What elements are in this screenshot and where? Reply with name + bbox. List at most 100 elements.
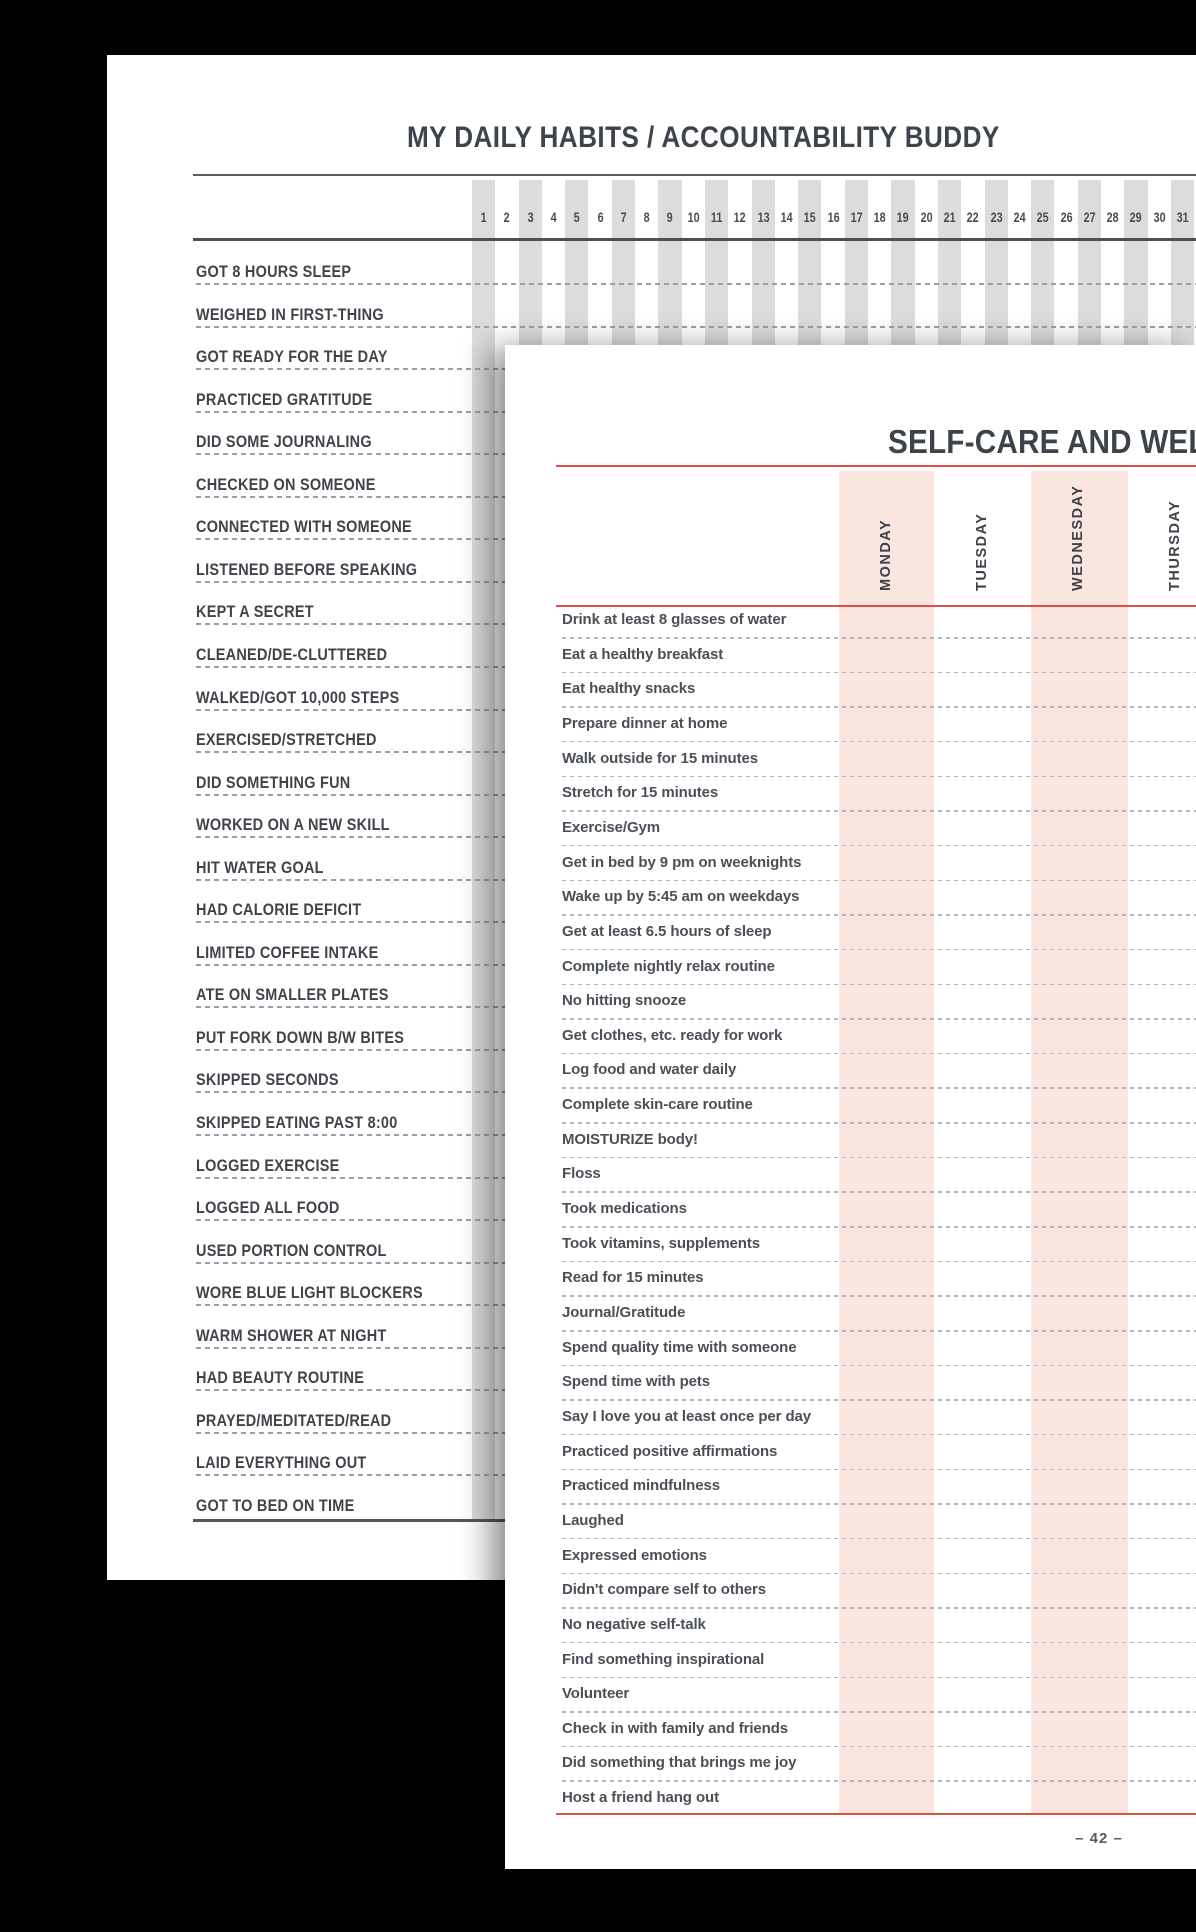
habit-row-label: LIMITED COFFEE INTAKE bbox=[196, 942, 379, 962]
row-separator bbox=[562, 1780, 1196, 1782]
day-number: 9 bbox=[667, 210, 674, 225]
day-number: 29 bbox=[1130, 210, 1143, 225]
day-number: 27 bbox=[1083, 210, 1096, 225]
header-rule-bottom bbox=[556, 605, 1196, 607]
selfcare-row-label: Didn't compare self to others bbox=[562, 1581, 767, 1599]
habit-row-label: HAD CALORIE DEFICIT bbox=[196, 900, 362, 920]
habit-row-label: PRAYED/MEDITATED/READ bbox=[196, 1410, 392, 1430]
habit-row-label: GOT TO BED ON TIME bbox=[196, 1495, 355, 1515]
row-separator bbox=[562, 810, 1196, 812]
row-separator bbox=[562, 1260, 1196, 1263]
selfcare-row-label: Spend time with pets bbox=[562, 1373, 711, 1391]
row-separator bbox=[562, 1503, 1196, 1505]
day-number: 24 bbox=[1013, 210, 1026, 225]
row-separator bbox=[562, 1226, 1196, 1228]
day-number: 25 bbox=[1036, 210, 1049, 225]
selfcare-row-label: MOISTURIZE body! bbox=[562, 1130, 698, 1148]
row-separator bbox=[562, 1537, 1196, 1540]
row-separator bbox=[562, 1295, 1196, 1297]
habit-row-label: WORE BLUE LIGHT BLOCKERS bbox=[196, 1283, 423, 1303]
selfcare-row-label: Expressed emotions bbox=[562, 1546, 707, 1564]
row-separator bbox=[562, 1572, 1196, 1575]
row-separator bbox=[562, 1433, 1196, 1436]
habit-row-label: HAD BEAUTY ROUTINE bbox=[196, 1368, 365, 1388]
selfcare-row-label: Get at least 6.5 hours of sleep bbox=[562, 922, 772, 940]
header-rule-top bbox=[556, 465, 1196, 467]
row-separator bbox=[562, 983, 1196, 985]
row-separator bbox=[196, 325, 1196, 328]
wednesday-column-stripe bbox=[1031, 471, 1128, 1813]
day-number: 11 bbox=[710, 210, 723, 225]
row-separator bbox=[562, 1122, 1196, 1124]
habit-row-label: CLEANED/DE-CLUTTERED bbox=[196, 644, 388, 664]
page2-title: SELF-CARE AND WELL bbox=[888, 423, 1196, 460]
selfcare-row-label: Complete skin-care routine bbox=[562, 1096, 753, 1114]
habit-row-label: LOGGED ALL FOOD bbox=[196, 1198, 340, 1218]
header-underline bbox=[193, 238, 1196, 241]
row-separator bbox=[562, 879, 1196, 882]
day-number: 16 bbox=[827, 210, 840, 225]
habit-row-label: SKIPPED SECONDS bbox=[196, 1070, 339, 1090]
self-care-page: SELF-CARE AND WELL MONDAY TUESDAY WEDNESDA… bbox=[505, 345, 1196, 1869]
row-separator bbox=[562, 948, 1196, 951]
selfcare-row-label: Prepare dinner at home bbox=[562, 714, 728, 732]
row-separator bbox=[562, 1087, 1196, 1089]
selfcare-row-label: Eat a healthy breakfast bbox=[562, 645, 724, 663]
selfcare-row-label: Walk outside for 15 minutes bbox=[562, 749, 758, 767]
row-separator bbox=[562, 1711, 1196, 1713]
row-separator bbox=[562, 1191, 1196, 1193]
habit-row-label: PRACTICED GRATITUDE bbox=[196, 389, 373, 409]
row-separator bbox=[562, 914, 1196, 916]
selfcare-row-label: Floss bbox=[562, 1165, 601, 1183]
selfcare-row-label: Say I love you at least once per day bbox=[562, 1407, 812, 1425]
day-number: 19 bbox=[897, 210, 910, 225]
habit-row-label: LAID EVERYTHING OUT bbox=[196, 1453, 367, 1473]
monday-column-stripe bbox=[839, 471, 934, 1813]
habit-row-label: GOT 8 HOURS SLEEP bbox=[196, 262, 352, 281]
day-number: 21 bbox=[943, 210, 956, 225]
row-separator bbox=[562, 1018, 1196, 1020]
day-number: 1 bbox=[480, 210, 487, 225]
habit-row-label: EXERCISED/STRETCHED bbox=[196, 730, 377, 750]
row-separator bbox=[562, 1641, 1196, 1644]
habit-row-label: LOGGED EXERCISE bbox=[196, 1155, 340, 1175]
row-separator bbox=[562, 740, 1196, 743]
selfcare-row-label: Took medications bbox=[562, 1200, 687, 1218]
day-number: 17 bbox=[850, 210, 863, 225]
day-number: 7 bbox=[620, 210, 627, 225]
habit-row-label: KEPT A SECRET bbox=[196, 602, 314, 622]
selfcare-row-label: Eat healthy snacks bbox=[562, 680, 696, 698]
habit-row-label: HIT WATER GOAL bbox=[196, 857, 324, 877]
row-separator bbox=[562, 1399, 1196, 1401]
selfcare-row-label: Host a friend hang out bbox=[562, 1789, 719, 1807]
row-separator bbox=[562, 671, 1196, 674]
day-number: 20 bbox=[920, 210, 933, 225]
selfcare-row-label: Volunteer bbox=[562, 1685, 630, 1703]
row-separator bbox=[562, 1745, 1196, 1748]
row-separator bbox=[196, 283, 1196, 285]
selfcare-row-label: Get clothes, etc. ready for work bbox=[562, 1026, 783, 1044]
day-number: 18 bbox=[873, 210, 886, 225]
title-underline bbox=[193, 174, 1196, 176]
day-number: 15 bbox=[803, 210, 816, 225]
habit-row-label: GOT READY FOR THE DAY bbox=[196, 347, 388, 367]
row-separator bbox=[562, 1156, 1196, 1159]
habit-row-label: SKIPPED EATING PAST 8:00 bbox=[196, 1113, 398, 1132]
habit-row-label: DID SOME JOURNALING bbox=[196, 432, 372, 452]
selfcare-row-label: Practiced mindfulness bbox=[562, 1477, 720, 1495]
day-number: 10 bbox=[687, 210, 700, 225]
selfcare-row-label: Wake up by 5:45 am on weekdays bbox=[562, 888, 800, 906]
selfcare-row-label: No negative self-talk bbox=[562, 1615, 706, 1633]
habit-row-label: ATE ON SMALLER PLATES bbox=[196, 985, 389, 1005]
habit-row-label: PUT FORK DOWN B/W BITES bbox=[196, 1027, 405, 1047]
row-separator bbox=[562, 1052, 1196, 1055]
day-number: 31 bbox=[1176, 210, 1189, 225]
selfcare-row-label: Find something inspirational bbox=[562, 1650, 765, 1668]
row-separator bbox=[562, 1676, 1196, 1678]
habit-row-label: CONNECTED WITH SOMEONE bbox=[196, 517, 412, 537]
habit-row-label: WORKED ON A NEW SKILL bbox=[196, 815, 390, 835]
selfcare-row-label: Drink at least 8 glasses of water bbox=[562, 611, 787, 628]
row-separator bbox=[562, 775, 1196, 778]
selfcare-row-label: Practiced positive affirmations bbox=[562, 1442, 778, 1460]
